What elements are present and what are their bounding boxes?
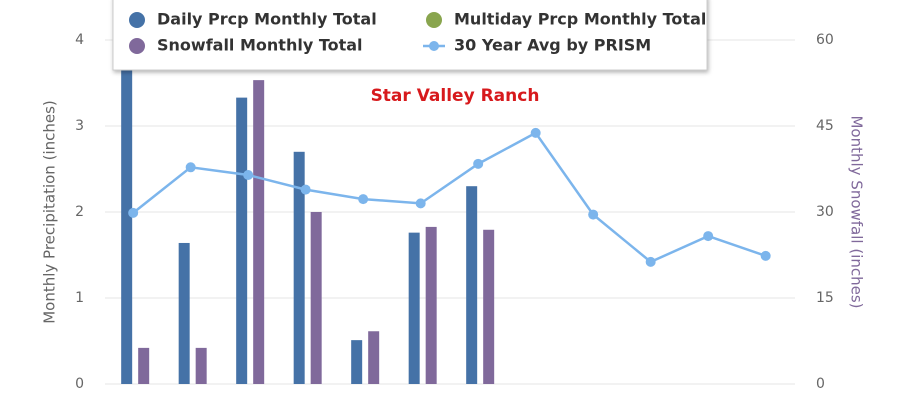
y-axis-title: Monthly Precipitation (inches) bbox=[41, 100, 59, 324]
y2-tick-label: 60 bbox=[816, 32, 834, 48]
legend-box bbox=[112, 0, 708, 71]
point bbox=[530, 127, 541, 138]
y2-tick-label: 30 bbox=[816, 204, 834, 220]
bar bbox=[178, 242, 190, 384]
bar bbox=[368, 331, 380, 384]
point bbox=[703, 231, 714, 242]
point bbox=[300, 184, 311, 195]
legend-label: Daily Prcp Monthly Total bbox=[157, 10, 377, 29]
legend-marker bbox=[429, 41, 439, 51]
bar bbox=[351, 340, 363, 384]
y2-tick-label: 0 bbox=[816, 376, 825, 392]
legend-label: Snowfall Monthly Total bbox=[157, 36, 363, 55]
legend-marker bbox=[129, 12, 145, 28]
bar bbox=[310, 212, 322, 384]
y-tick-label: 2 bbox=[75, 204, 84, 220]
legend-label: 30 Year Avg by PRISM bbox=[454, 36, 651, 55]
y2-axis-title: Monthly Snowfall (inches) bbox=[848, 115, 866, 308]
bar bbox=[466, 186, 478, 384]
point bbox=[588, 209, 599, 220]
y-tick-label: 0 bbox=[75, 376, 84, 392]
bar bbox=[425, 226, 437, 384]
bar bbox=[483, 229, 495, 384]
line bbox=[132, 131, 767, 264]
bar bbox=[408, 232, 420, 384]
point bbox=[760, 250, 771, 261]
bar bbox=[121, 48, 133, 384]
y-tick-label: 4 bbox=[75, 32, 84, 48]
point bbox=[128, 207, 139, 218]
legend-label: Multiday Prcp Monthly Total bbox=[454, 10, 706, 29]
legend-marker bbox=[129, 38, 145, 54]
point bbox=[415, 198, 426, 209]
bar bbox=[293, 151, 305, 384]
point bbox=[645, 256, 656, 267]
y-tick-label: 1 bbox=[75, 290, 84, 306]
point bbox=[243, 170, 254, 181]
chart-title: Star Valley Ranch bbox=[371, 86, 540, 106]
legend-marker bbox=[426, 12, 442, 28]
bar bbox=[195, 347, 207, 384]
y2-tick-label: 45 bbox=[816, 118, 834, 134]
y2-tick-label: 15 bbox=[816, 290, 834, 306]
bar bbox=[253, 80, 265, 384]
point bbox=[358, 194, 369, 205]
point bbox=[473, 158, 484, 169]
point bbox=[185, 162, 196, 173]
bar bbox=[138, 347, 150, 384]
bar bbox=[236, 97, 248, 384]
y-tick-label: 3 bbox=[75, 118, 84, 134]
